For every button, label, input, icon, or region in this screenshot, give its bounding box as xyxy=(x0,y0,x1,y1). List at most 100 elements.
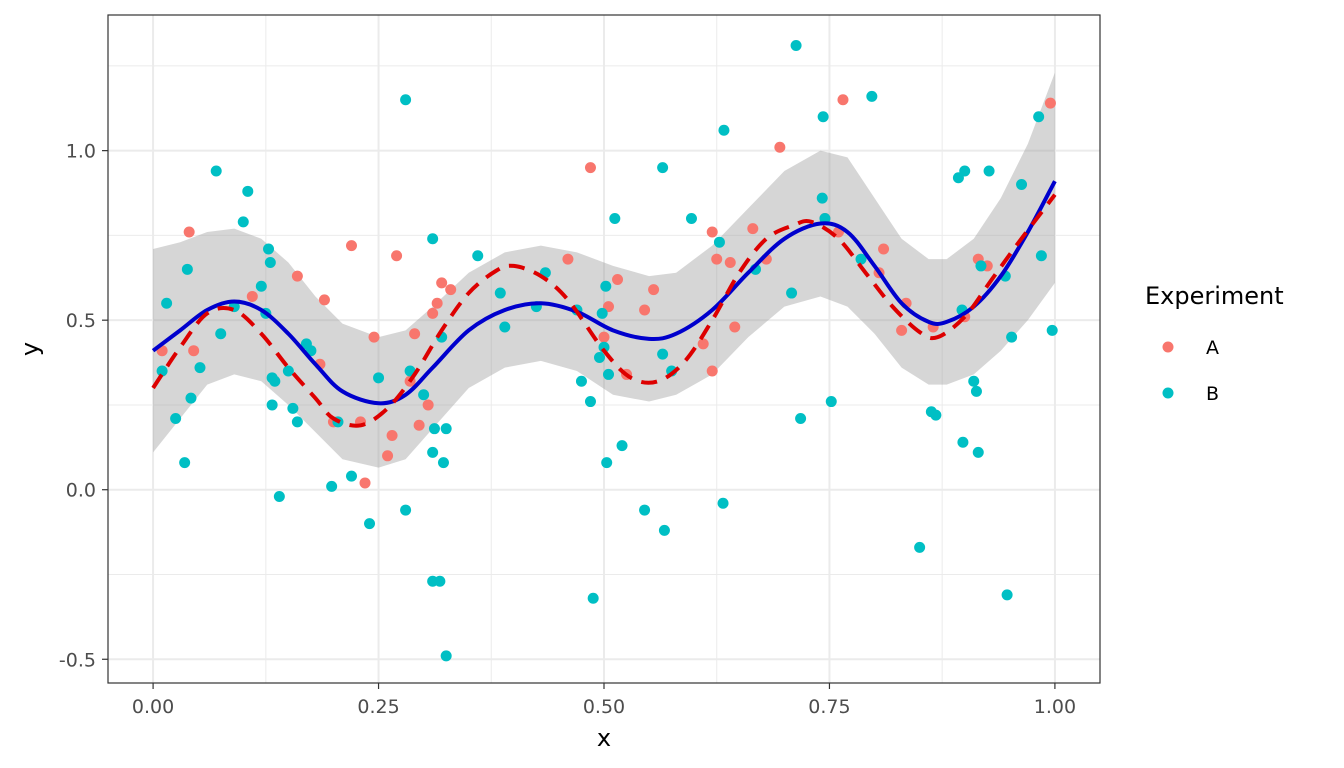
data-point-b xyxy=(291,416,303,428)
data-point-b xyxy=(657,348,669,360)
data-point-b xyxy=(264,257,276,269)
data-point-b xyxy=(1046,324,1058,336)
smooth-line-dashed xyxy=(151,193,1057,428)
data-point-b xyxy=(364,518,376,530)
y-axis-title: y xyxy=(16,342,44,356)
data-point-b xyxy=(975,260,987,272)
data-point-b xyxy=(1001,589,1013,601)
data-point-b xyxy=(657,162,669,174)
data-point-b xyxy=(609,212,621,224)
data-point-b xyxy=(427,446,439,458)
data-point-b xyxy=(1016,179,1028,191)
data-point-b xyxy=(210,165,222,177)
data-point-a xyxy=(774,141,786,153)
x-tick-label: 0.00 xyxy=(132,696,174,718)
data-point-a xyxy=(436,277,448,289)
data-point-b xyxy=(472,250,484,262)
data-point-b xyxy=(970,385,982,397)
data-point-b xyxy=(786,287,798,299)
data-point-b xyxy=(717,497,729,509)
data-point-b xyxy=(345,470,357,482)
legend-key-b xyxy=(1162,387,1174,399)
data-point-b xyxy=(914,541,926,553)
data-point-b xyxy=(1035,250,1047,262)
data-point-b xyxy=(959,165,971,177)
data-point-b xyxy=(156,365,168,377)
data-point-b xyxy=(957,436,969,448)
data-point-a xyxy=(612,273,624,285)
data-point-b xyxy=(593,351,605,363)
data-point-b xyxy=(855,253,867,265)
smooth-line-solid xyxy=(151,180,1057,406)
data-point-b xyxy=(499,321,511,333)
data-point-a xyxy=(413,419,425,431)
data-point-b xyxy=(575,375,587,387)
legend-label-a: A xyxy=(1206,337,1219,359)
data-point-a xyxy=(837,94,849,106)
data-point-b xyxy=(587,592,599,604)
data-point-b xyxy=(972,446,984,458)
data-point-b xyxy=(237,216,249,228)
data-point-a xyxy=(878,243,890,255)
data-point-b xyxy=(434,575,446,587)
data-point-a xyxy=(729,321,741,333)
data-point-b xyxy=(273,491,285,503)
data-point-a xyxy=(188,345,200,357)
data-point-b xyxy=(440,650,452,662)
data-point-b xyxy=(639,504,651,516)
data-point-a xyxy=(391,250,403,262)
data-point-b xyxy=(601,457,613,469)
data-point-a xyxy=(422,399,434,411)
data-point-a xyxy=(359,477,371,489)
legend-key-a xyxy=(1162,341,1174,353)
confidence-band xyxy=(153,72,1055,468)
data-point-b xyxy=(326,480,338,492)
data-point-b xyxy=(440,423,452,435)
data-point-b xyxy=(194,362,206,374)
data-point-a xyxy=(445,284,457,296)
data-point-b xyxy=(713,236,725,248)
data-point-b xyxy=(185,392,197,404)
data-point-b xyxy=(181,263,193,275)
scatter-points xyxy=(156,40,1058,662)
data-point-a xyxy=(318,294,330,306)
data-point-b xyxy=(263,243,275,255)
data-point-b xyxy=(718,124,730,136)
data-point-b xyxy=(685,212,697,224)
data-point-b xyxy=(968,375,980,387)
data-point-a xyxy=(562,253,574,265)
data-point-a xyxy=(345,240,357,252)
data-point-a xyxy=(291,270,303,282)
data-point-b xyxy=(373,372,385,384)
data-point-b xyxy=(584,396,596,408)
data-point-a xyxy=(648,284,660,296)
data-point-a xyxy=(724,257,736,269)
data-point-a xyxy=(1044,97,1056,109)
data-point-a xyxy=(183,226,195,238)
data-point-b xyxy=(179,457,191,469)
legend: Experiment A B xyxy=(1145,282,1284,405)
data-point-a xyxy=(896,324,908,336)
data-point-b xyxy=(400,504,412,516)
data-point-a xyxy=(386,429,398,441)
data-point-a xyxy=(706,365,718,377)
data-point-a xyxy=(368,331,380,343)
data-point-a xyxy=(409,328,421,340)
data-point-b xyxy=(269,375,281,387)
data-point-b xyxy=(816,192,828,204)
legend-title: Experiment xyxy=(1145,282,1284,310)
data-point-b xyxy=(790,40,802,52)
data-point-a xyxy=(747,223,759,235)
data-point-a xyxy=(598,331,610,343)
y-tick-label: -0.5 xyxy=(59,649,96,671)
data-point-b xyxy=(418,389,430,401)
x-tick-label: 0.25 xyxy=(357,696,399,718)
axes: 0.00 0.25 0.50 0.75 1.00 -0.5 0.0 0.5 1.0 xyxy=(59,141,1076,718)
data-point-b xyxy=(930,409,942,421)
x-tick-label: 1.00 xyxy=(1034,696,1076,718)
data-point-b xyxy=(825,396,837,408)
data-point-b xyxy=(161,297,173,309)
data-point-a xyxy=(584,162,596,174)
